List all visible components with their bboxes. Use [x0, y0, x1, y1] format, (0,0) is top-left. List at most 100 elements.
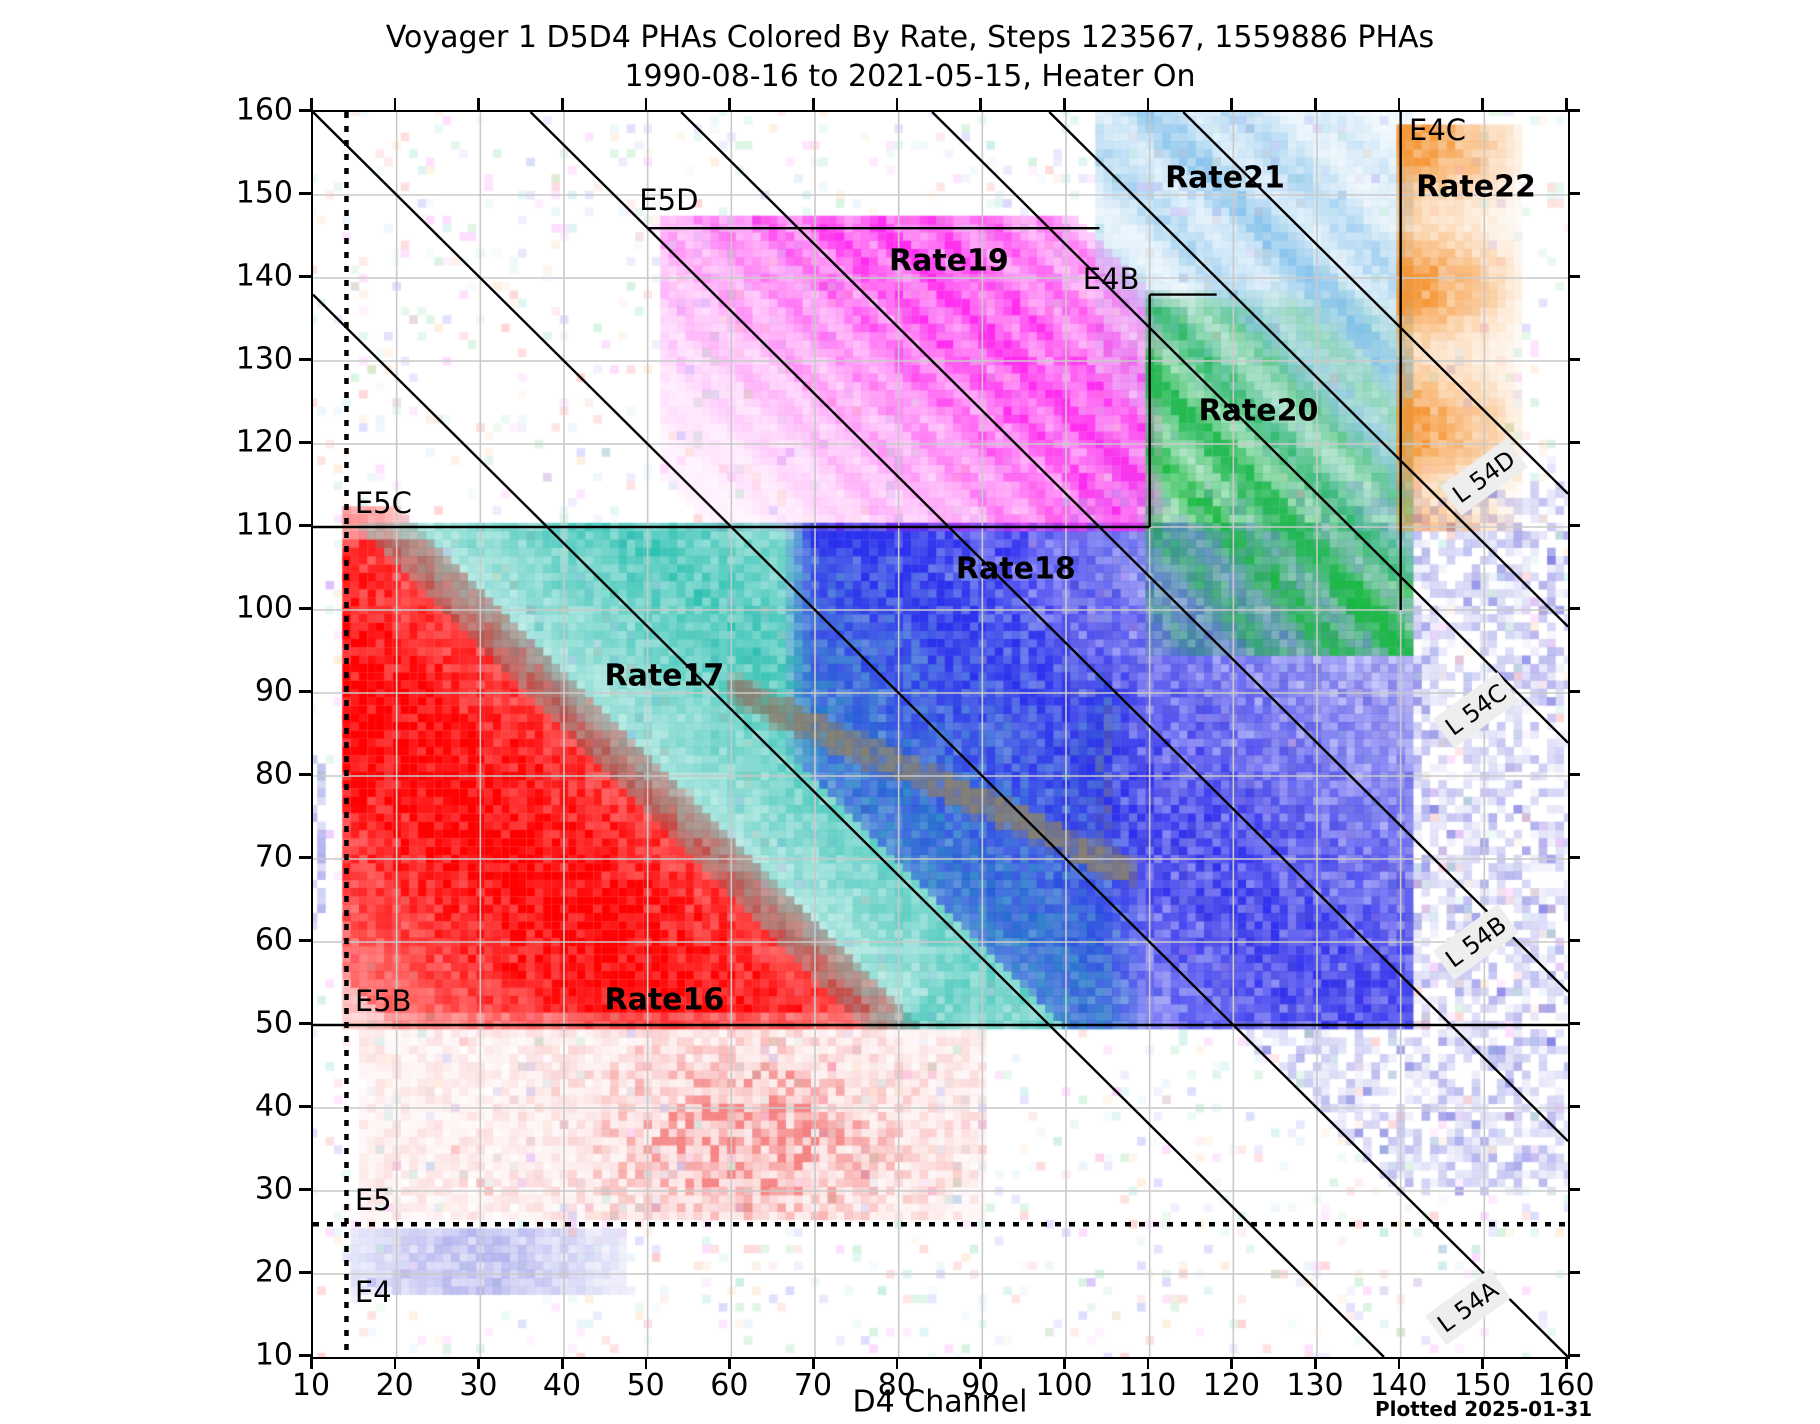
cut-line-l54d — [1182, 112, 1568, 495]
title-line-2: 1990-08-16 to 2021-05-15, Heater On — [624, 59, 1196, 94]
x-tick-label-120: 120 — [1202, 1368, 1260, 1403]
x-tick-mark — [1146, 98, 1150, 111]
y-tick-label-140: 140 — [235, 258, 293, 294]
title-line-1: Voyager 1 D5D4 PHAs Colored By Rate, Ste… — [385, 20, 1435, 55]
y-tick-label-100: 100 — [235, 590, 293, 626]
x-tick-mark — [1397, 98, 1401, 111]
y-tick-mark — [1567, 939, 1580, 942]
y-tick-mark — [299, 1271, 312, 1274]
y-tick-mark — [1567, 690, 1580, 693]
x-tick-mark — [1481, 1356, 1484, 1369]
x-tick-mark — [644, 98, 648, 111]
x-tick-label-140: 140 — [1370, 1368, 1428, 1403]
y-tick-mark — [1567, 607, 1580, 610]
y-tick-mark — [1567, 441, 1580, 444]
rate-label-rate16: Rate16 — [604, 982, 725, 1018]
y-tick-label-120: 120 — [235, 424, 293, 460]
y-tick-mark — [1567, 1271, 1580, 1274]
y-tick-mark — [1567, 524, 1580, 527]
y-tick-label-90: 90 — [254, 673, 293, 709]
x-tick-mark — [812, 98, 815, 111]
y-tick-mark — [299, 441, 312, 444]
y-tick-mark — [299, 773, 312, 776]
y-tick-mark — [1567, 192, 1580, 195]
y-tick-mark — [299, 109, 312, 112]
rate-label-rate21: Rate21 — [1165, 160, 1285, 196]
cut-line-rate19-upper — [1048, 112, 1568, 628]
x-tick-mark — [728, 98, 731, 111]
x-tick-mark — [1063, 98, 1066, 111]
y-tick-mark — [299, 1022, 312, 1025]
x-tick-mark — [1314, 1356, 1317, 1369]
x-tick-label-10: 10 — [291, 1368, 331, 1403]
y-tick-label-160: 160 — [235, 92, 293, 128]
region-label-e5: E5 — [354, 1183, 392, 1218]
x-tick-mark — [1063, 1356, 1066, 1369]
y-tick-mark — [299, 1354, 312, 1357]
region-label-e5c: E5C — [354, 486, 412, 521]
x-tick-mark — [728, 1356, 731, 1369]
x-tick-label-160: 160 — [1537, 1368, 1595, 1403]
y-tick-mark — [299, 275, 312, 278]
y-tick-mark — [299, 358, 312, 361]
y-tick-mark — [1567, 856, 1580, 859]
y-tick-label-150: 150 — [235, 175, 293, 211]
y-tick-mark — [299, 607, 312, 610]
y-tick-label-40: 40 — [254, 1088, 293, 1124]
x-tick-mark — [979, 1356, 982, 1369]
rate-label-rate18: Rate18 — [955, 551, 1076, 586]
y-tick-mark — [299, 856, 312, 859]
y-tick-label-110: 110 — [235, 507, 293, 543]
region-label-e4b: E4B — [1082, 262, 1140, 297]
x-tick-mark — [393, 98, 397, 111]
x-tick-label-100: 100 — [1035, 1368, 1093, 1403]
y-tick-mark — [1567, 1354, 1580, 1357]
rate-label-rate22: Rate22 — [1416, 169, 1536, 205]
region-label-e5b: E5B — [354, 984, 412, 1019]
plotted-date: Plotted 2025-01-31 — [1375, 1397, 1593, 1421]
x-tick-mark — [644, 1356, 648, 1369]
x-tick-mark — [895, 1356, 899, 1369]
cut-line-l54a — [313, 112, 1568, 1357]
y-tick-mark — [1567, 773, 1580, 776]
cut-line-l54b — [680, 112, 1568, 993]
y-tick-mark — [299, 1188, 312, 1191]
y-tick-mark — [1567, 1022, 1580, 1025]
plot-area: Rate16 Rate17 Rate18 Rate19 Rate20 Rate21 Rate… — [311, 110, 1570, 1359]
x-tick-label-60: 60 — [710, 1368, 749, 1403]
x-tick-mark — [1314, 98, 1317, 111]
x-tick-label-150: 150 — [1453, 1368, 1511, 1403]
boundary-overlay — [313, 112, 1568, 1357]
x-tick-mark — [1397, 1356, 1401, 1369]
x-tick-mark — [310, 1356, 313, 1369]
y-tick-mark — [299, 524, 312, 527]
y-tick-label-130: 130 — [235, 341, 293, 377]
y-tick-mark — [1567, 109, 1580, 112]
x-tick-label-80: 80 — [877, 1368, 916, 1403]
y-tick-mark — [1567, 358, 1580, 361]
y-tick-mark — [299, 1105, 312, 1108]
y-tick-label-50: 50 — [254, 1005, 293, 1041]
x-tick-mark — [895, 98, 899, 111]
cut-line-rate17-lower — [313, 293, 1385, 1357]
region-label-e4: E4 — [354, 1274, 392, 1309]
x-tick-mark — [1230, 98, 1233, 111]
y-tick-mark — [1567, 1105, 1580, 1108]
cut-line-rate19-lower — [529, 112, 1568, 1143]
y-tick-mark — [1567, 275, 1580, 278]
y-tick-mark — [1567, 1188, 1580, 1191]
x-tick-mark — [812, 1356, 815, 1369]
y-tick-label-30: 30 — [254, 1171, 293, 1207]
x-tick-label-40: 40 — [542, 1368, 582, 1403]
x-tick-mark — [1565, 1356, 1568, 1369]
x-tick-mark — [561, 1356, 564, 1369]
x-tick-label-50: 50 — [626, 1368, 665, 1403]
x-tick-mark — [310, 98, 313, 111]
y-tick-mark — [299, 192, 312, 195]
x-tick-label-70: 70 — [793, 1368, 833, 1403]
region-label-e5d: E5D — [639, 183, 699, 218]
x-tick-mark — [979, 98, 982, 111]
y-tick-label-10: 10 — [254, 1337, 293, 1373]
rate-label-rate20: Rate20 — [1198, 393, 1319, 429]
